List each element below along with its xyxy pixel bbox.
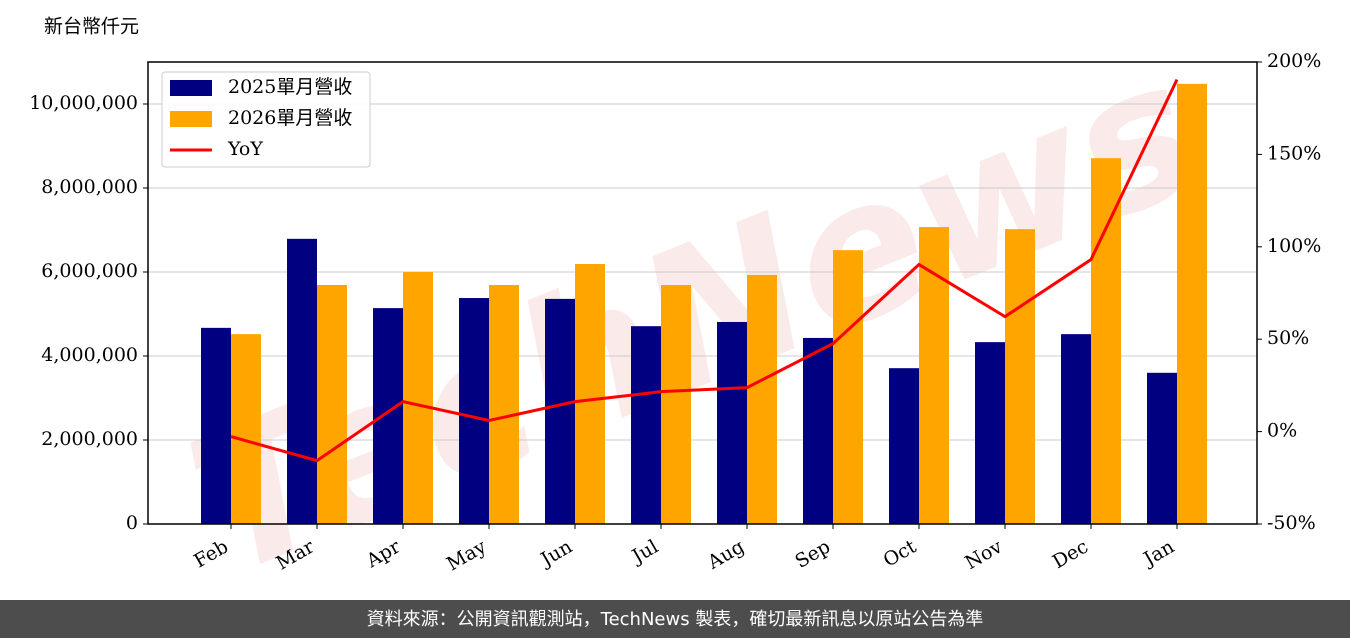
bar: [1061, 334, 1091, 524]
x-tick-label: Sep: [791, 536, 834, 573]
bar: [403, 272, 433, 524]
line: [230, 78, 1179, 463]
x-tick-label: Jul: [627, 536, 662, 569]
bar: [459, 298, 489, 524]
y2-tick-label: 0%: [1267, 420, 1297, 442]
unit-label: 新台幣仟元: [44, 16, 139, 38]
footer-bar: [0, 600, 1350, 638]
plot-frame: [147, 61, 1258, 525]
bar: [631, 326, 661, 524]
y2-tick-label: -50%: [1267, 512, 1316, 534]
bar: [747, 274, 777, 524]
bar: [717, 321, 747, 524]
bar: [373, 308, 403, 524]
legend-swatch: [170, 111, 212, 127]
x-tick-label: Aug: [703, 536, 748, 575]
legend-label: 2025單月營收: [228, 76, 352, 98]
legend-swatch: [170, 80, 212, 96]
x-tick-label: Dec: [1049, 536, 1092, 574]
bar: [803, 337, 833, 524]
y2-tick-label: 100%: [1267, 235, 1321, 257]
legend-box: [161, 71, 371, 168]
bar: [1147, 372, 1177, 524]
bar: [919, 227, 949, 524]
legend-label: 2026單月營收: [228, 107, 352, 129]
y2-tick-label: 50%: [1267, 327, 1309, 349]
legend-label: YoY: [227, 138, 263, 160]
bar: [889, 368, 919, 524]
x-tick-label: Nov: [961, 535, 1006, 574]
bar: [1177, 83, 1207, 524]
y-tick-label: 10,000,000: [29, 92, 138, 114]
y2-tick-label: 200%: [1267, 50, 1321, 72]
x-tick-label: Jan: [1138, 536, 1178, 572]
bar: [231, 334, 261, 524]
y-tick-label: 4,000,000: [41, 344, 138, 366]
x-tick-label: May: [443, 535, 490, 575]
y-tick-label: 0: [126, 512, 138, 534]
bar: [545, 298, 575, 524]
bar: [287, 238, 317, 524]
bar: [317, 285, 347, 524]
y2-tick-label: 150%: [1267, 142, 1321, 164]
bar: [975, 342, 1005, 524]
x-tick-label: Oct: [880, 535, 921, 571]
bar: [489, 285, 519, 524]
bar: [833, 250, 863, 524]
bar: [201, 327, 231, 524]
y-tick-label: 8,000,000: [41, 176, 138, 198]
bar: [1005, 229, 1035, 524]
bar: [575, 264, 605, 524]
bar: [661, 285, 691, 524]
y-tick-label: 2,000,000: [41, 428, 138, 450]
bar: [1091, 158, 1121, 524]
footer: 資料來源：公開資訊觀測站，TechNews 製表，確切最新訊息以原站公告為準: [367, 609, 984, 630]
y-tick-label: 6,000,000: [41, 260, 138, 282]
x-tick-label: Jun: [535, 536, 576, 572]
